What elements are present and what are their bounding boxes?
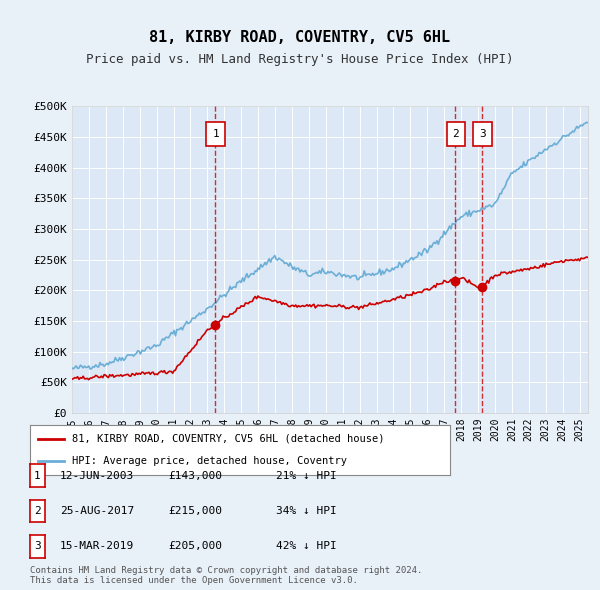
Text: 1: 1 bbox=[34, 471, 41, 480]
Text: 3: 3 bbox=[34, 542, 41, 551]
Text: £143,000: £143,000 bbox=[168, 471, 222, 480]
Text: 12-JUN-2003: 12-JUN-2003 bbox=[60, 471, 134, 480]
Text: Contains HM Land Registry data © Crown copyright and database right 2024.
This d: Contains HM Land Registry data © Crown c… bbox=[30, 566, 422, 585]
Text: 2: 2 bbox=[452, 129, 459, 139]
Text: 42% ↓ HPI: 42% ↓ HPI bbox=[276, 542, 337, 551]
FancyBboxPatch shape bbox=[473, 122, 492, 146]
Text: 81, KIRBY ROAD, COVENTRY, CV5 6HL (detached house): 81, KIRBY ROAD, COVENTRY, CV5 6HL (detac… bbox=[72, 434, 385, 444]
Text: 25-AUG-2017: 25-AUG-2017 bbox=[60, 506, 134, 516]
FancyBboxPatch shape bbox=[446, 122, 465, 146]
Text: 34% ↓ HPI: 34% ↓ HPI bbox=[276, 506, 337, 516]
Text: 81, KIRBY ROAD, COVENTRY, CV5 6HL: 81, KIRBY ROAD, COVENTRY, CV5 6HL bbox=[149, 30, 451, 44]
Text: 21% ↓ HPI: 21% ↓ HPI bbox=[276, 471, 337, 480]
Text: 2: 2 bbox=[34, 506, 41, 516]
Text: £215,000: £215,000 bbox=[168, 506, 222, 516]
FancyBboxPatch shape bbox=[206, 122, 225, 146]
Text: Price paid vs. HM Land Registry's House Price Index (HPI): Price paid vs. HM Land Registry's House … bbox=[86, 53, 514, 66]
Text: 15-MAR-2019: 15-MAR-2019 bbox=[60, 542, 134, 551]
Text: 1: 1 bbox=[212, 129, 219, 139]
Text: £205,000: £205,000 bbox=[168, 542, 222, 551]
Text: 3: 3 bbox=[479, 129, 486, 139]
Text: HPI: Average price, detached house, Coventry: HPI: Average price, detached house, Cove… bbox=[72, 456, 347, 466]
